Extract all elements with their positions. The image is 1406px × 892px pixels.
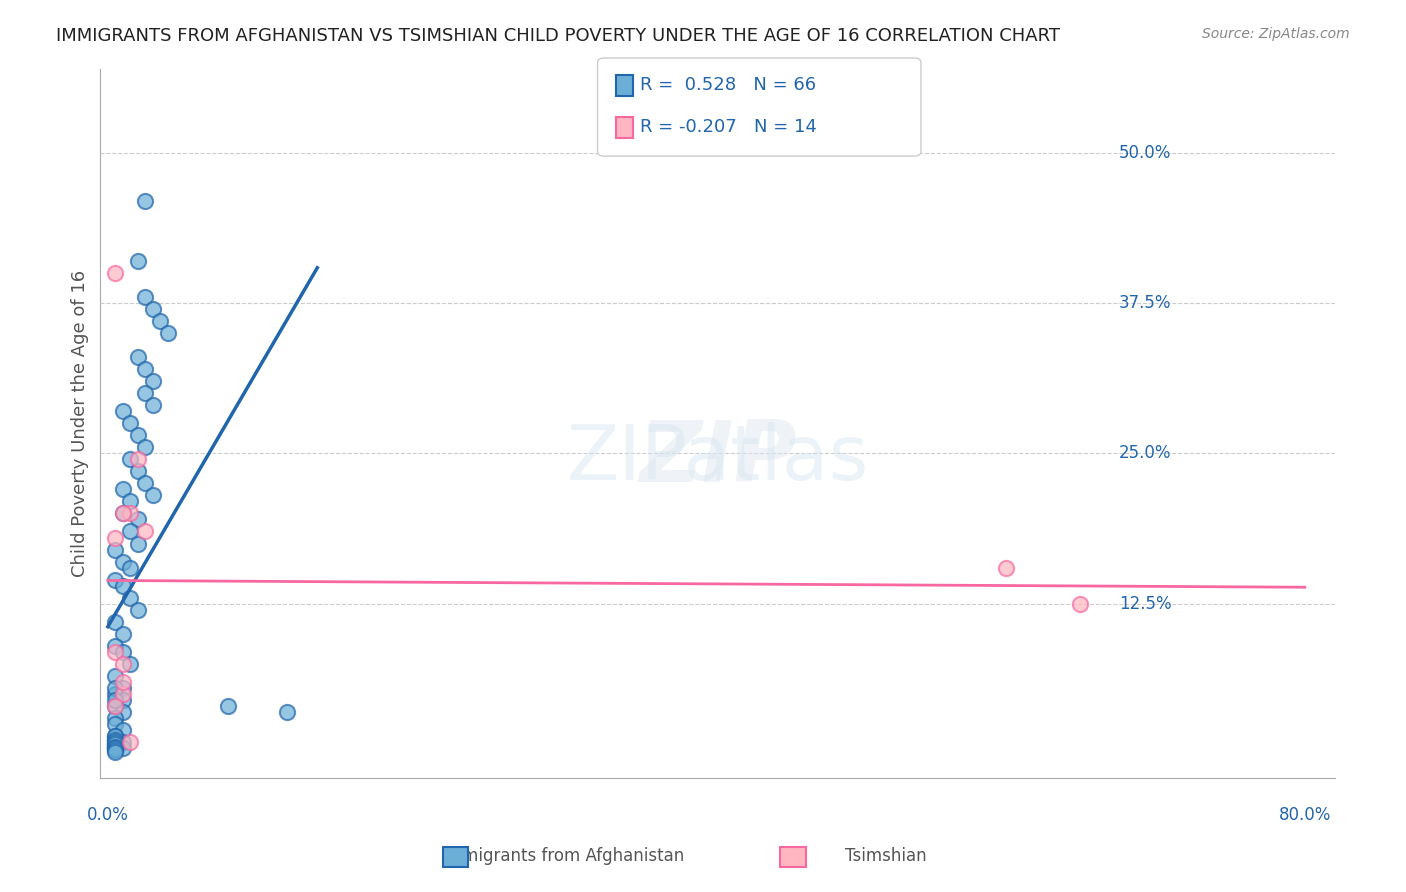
Point xyxy=(111,687,134,701)
Text: R = -0.207   N = 14: R = -0.207 N = 14 xyxy=(640,118,817,136)
Point xyxy=(111,705,134,719)
Text: Immigrants from Afghanistan: Immigrants from Afghanistan xyxy=(440,847,685,865)
Point xyxy=(134,194,156,208)
Point xyxy=(120,735,142,749)
Point xyxy=(104,737,127,751)
Point xyxy=(104,698,127,713)
Point xyxy=(111,404,134,418)
Point xyxy=(104,711,127,725)
Point xyxy=(127,428,149,442)
Point xyxy=(104,687,127,701)
Point xyxy=(111,626,134,640)
Point xyxy=(111,693,134,707)
Point xyxy=(104,743,127,757)
Point xyxy=(111,645,134,659)
Point xyxy=(104,266,127,280)
Point xyxy=(104,639,127,653)
Text: R =  0.528   N = 66: R = 0.528 N = 66 xyxy=(640,76,815,94)
Text: 0.0%: 0.0% xyxy=(87,806,129,824)
Point xyxy=(111,483,134,497)
Point xyxy=(111,507,134,521)
Point xyxy=(104,739,127,753)
Point xyxy=(134,476,156,491)
Point xyxy=(120,524,142,539)
Point xyxy=(134,362,156,376)
Point xyxy=(104,729,127,743)
Point xyxy=(104,729,127,743)
Point xyxy=(120,560,142,574)
Point xyxy=(134,386,156,401)
Y-axis label: Child Poverty Under the Age of 16: Child Poverty Under the Age of 16 xyxy=(72,269,89,577)
Point xyxy=(104,742,127,756)
Point xyxy=(111,507,134,521)
Point xyxy=(111,579,134,593)
Point xyxy=(156,326,179,340)
Point xyxy=(104,573,127,587)
Point xyxy=(104,698,127,713)
Point xyxy=(142,374,165,388)
Point xyxy=(134,290,156,304)
Text: 25.0%: 25.0% xyxy=(1119,444,1171,462)
Point xyxy=(104,735,127,749)
Text: IMMIGRANTS FROM AFGHANISTAN VS TSIMSHIAN CHILD POVERTY UNDER THE AGE OF 16 CORRE: IMMIGRANTS FROM AFGHANISTAN VS TSIMSHIAN… xyxy=(56,27,1060,45)
Point xyxy=(120,417,142,431)
Point xyxy=(104,732,127,747)
Point xyxy=(104,739,127,754)
Point xyxy=(134,524,156,539)
Point xyxy=(104,615,127,629)
Point xyxy=(127,452,149,467)
Point xyxy=(111,555,134,569)
Point xyxy=(111,674,134,689)
Point xyxy=(127,536,149,550)
Point xyxy=(149,314,172,328)
Point xyxy=(104,741,127,756)
Point xyxy=(104,669,127,683)
Point xyxy=(120,452,142,467)
Text: 50.0%: 50.0% xyxy=(1119,144,1171,161)
Point xyxy=(104,693,127,707)
Point xyxy=(142,301,165,316)
Point xyxy=(120,494,142,508)
Point xyxy=(142,488,165,502)
Point xyxy=(127,512,149,526)
Point xyxy=(120,507,142,521)
Point xyxy=(104,745,127,759)
Point xyxy=(994,560,1017,574)
Point xyxy=(111,723,134,737)
Point xyxy=(127,254,149,268)
Point xyxy=(104,531,127,545)
Text: ZIP: ZIP xyxy=(638,417,796,500)
Point xyxy=(142,398,165,412)
Point xyxy=(111,657,134,671)
Point xyxy=(104,739,127,754)
Point xyxy=(120,591,142,605)
Point xyxy=(104,542,127,557)
Point xyxy=(276,705,298,719)
Point xyxy=(127,602,149,616)
Point xyxy=(111,681,134,695)
Text: ZIPatlas: ZIPatlas xyxy=(567,422,869,496)
Text: Source: ZipAtlas.com: Source: ZipAtlas.com xyxy=(1202,27,1350,41)
Point xyxy=(127,464,149,478)
Text: 37.5%: 37.5% xyxy=(1119,294,1171,312)
Point xyxy=(1069,597,1091,611)
Point xyxy=(104,732,127,747)
Point xyxy=(104,737,127,751)
Point xyxy=(104,681,127,695)
Point xyxy=(217,698,239,713)
Point xyxy=(111,735,134,749)
Point xyxy=(120,657,142,671)
Point xyxy=(104,717,127,731)
Text: 80.0%: 80.0% xyxy=(1278,806,1331,824)
Point xyxy=(104,645,127,659)
Point xyxy=(127,350,149,364)
Point xyxy=(111,741,134,756)
Text: Tsimshian: Tsimshian xyxy=(845,847,927,865)
Text: 12.5%: 12.5% xyxy=(1119,595,1171,613)
Point xyxy=(134,440,156,454)
